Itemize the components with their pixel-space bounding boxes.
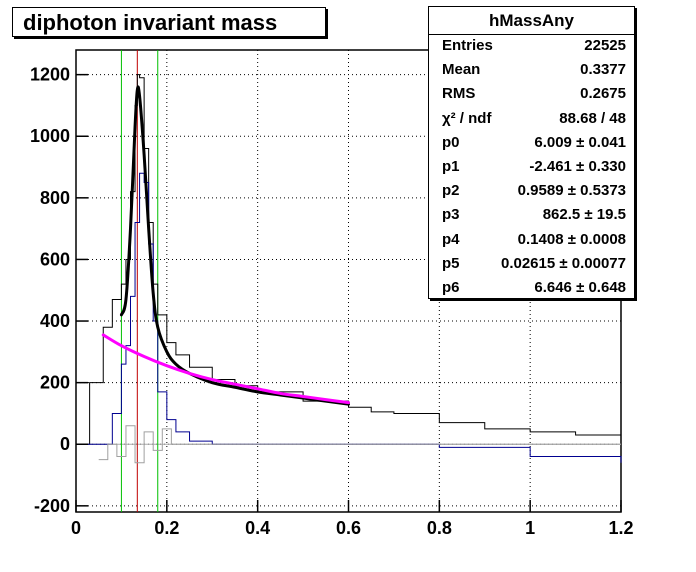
series-fit-curve (119, 85, 350, 406)
y-axis: -200 0 200 400 600 800 1000 1200 (30, 65, 88, 516)
y-tick-label: 1000 (30, 126, 70, 146)
stats-value: 88.68 / 48 (559, 109, 626, 127)
stats-box-name: hMassAny (429, 7, 634, 35)
stats-value: 0.9589 ± 0.5373 (517, 182, 626, 200)
stats-row: p4 0.1408 ± 0.0008 (429, 228, 634, 252)
series-total-line (76, 74, 622, 445)
stats-label: Entries (442, 37, 493, 54)
stats-row: Mean 0.3377 (429, 58, 634, 82)
series-layer (76, 74, 622, 464)
stats-label: p3 (442, 206, 460, 224)
x-tick-label: 1.2 (608, 518, 633, 538)
stats-value: 0.1408 ± 0.0008 (517, 230, 626, 248)
stats-label: Mean (442, 61, 481, 79)
stats-label: p4 (442, 230, 460, 248)
y-tick-label: 200 (40, 373, 70, 393)
x-axis: 0 0.2 0.4 0.6 0.8 1 1.2 (71, 500, 634, 538)
y-tick-label: 1200 (30, 65, 70, 85)
stats-value: 22525 (584, 37, 626, 54)
stats-value: 0.3377 (580, 61, 626, 79)
series-background-curve (101, 333, 350, 405)
chart-title: diphoton invariant mass (23, 10, 278, 35)
x-tick-label: 0.6 (336, 518, 361, 538)
y-tick-label: 800 (40, 188, 70, 208)
stats-row: p5 0.02615 ± 0.00077 (429, 252, 634, 276)
x-tick-label: 0.2 (154, 518, 179, 538)
y-tick-label: 400 (40, 311, 70, 331)
marker-lines (120, 50, 159, 512)
series-residual-line (98, 425, 621, 464)
y-tick-label: -200 (34, 496, 70, 516)
stats-value: 6.009 ± 0.041 (534, 133, 626, 151)
stats-value: 0.02615 ± 0.00077 (500, 254, 626, 272)
stats-row: p3 862.5 ± 19.5 (429, 203, 634, 227)
stats-box: hMassAny Entries 22525 Mean 0.3377 RMS 0.2675… (428, 6, 635, 299)
stats-row: χ² / ndf 88.68 / 48 (429, 107, 634, 131)
stats-row: p2 0.9589 ± 0.5373 (429, 179, 634, 203)
stats-label: p1 (442, 158, 460, 175)
stats-label: p0 (442, 133, 460, 151)
stats-value: -2.461 ± 0.330 (529, 158, 626, 175)
chart-title-box: diphoton invariant mass (12, 7, 326, 37)
x-tick-label: 0.4 (245, 518, 270, 538)
x-tick-label: 0.8 (427, 518, 452, 538)
stats-row: p0 6.009 ± 0.041 (429, 131, 634, 155)
y-tick-label: 0 (60, 434, 70, 454)
stats-row: p1 -2.461 ± 0.330 (429, 155, 634, 179)
stats-label: χ² / ndf (442, 109, 492, 127)
stats-value: 862.5 ± 19.5 (542, 206, 626, 224)
stats-label: p5 (442, 254, 460, 272)
stats-row: Entries 22525 (429, 34, 634, 58)
x-tick-label: 0 (71, 518, 81, 538)
stats-label: p2 (442, 182, 460, 200)
y-tick-label: 600 (40, 249, 70, 269)
x-tick-label: 1 (525, 518, 535, 538)
stats-label: RMS (442, 85, 476, 103)
stats-value: 6.646 ± 0.648 (534, 279, 626, 296)
stats-row: p6 6.646 ± 0.648 (429, 276, 634, 300)
stats-row: RMS 0.2675 (429, 82, 634, 106)
stats-label: p6 (442, 279, 460, 296)
stats-value: 0.2675 (580, 85, 626, 103)
